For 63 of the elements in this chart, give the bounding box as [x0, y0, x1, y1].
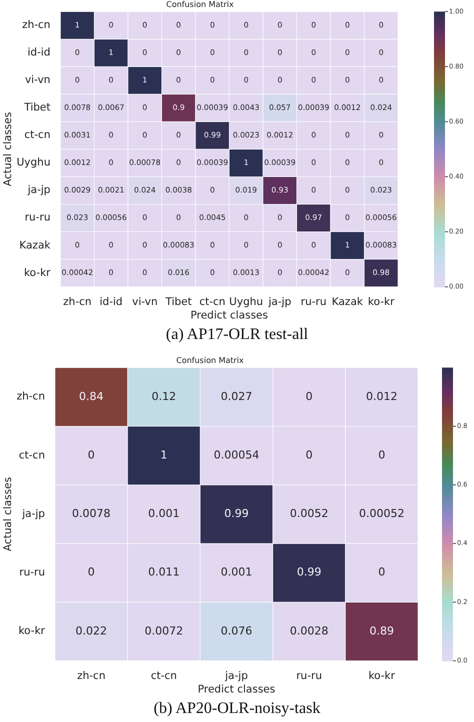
y-tick-label: ja-jp	[21, 508, 46, 520]
y-tick-label: ko-kr	[24, 266, 52, 279]
y-tick-label: ct-cn	[18, 449, 45, 462]
x-tick-label: ru-ru	[300, 296, 326, 308]
data-label: 0.022	[76, 624, 108, 638]
data-label: 0.00052	[358, 507, 404, 520]
data-label: 0.012	[366, 390, 398, 403]
data-label: 0.011	[148, 566, 180, 579]
y-tick-label: id-id	[28, 46, 50, 59]
x-axis-title: Predict classes	[198, 683, 276, 696]
data-label: 0.0072	[144, 624, 184, 638]
x-tick-label: ko-kr	[368, 296, 396, 308]
chart-title: Confusion Matrix	[176, 356, 244, 365]
data-label: 0	[306, 448, 313, 462]
y-tick-label: ja-jp	[26, 184, 51, 196]
x-tick-label: Tibet	[164, 296, 192, 308]
x-tick-label: vi-vn	[132, 296, 158, 308]
data-label: 0.0078	[72, 507, 111, 520]
data-label: 0.00054	[214, 448, 260, 462]
text: (b) AP20-OLR-noisy-task	[152, 699, 322, 719]
text: (a) AP17-OLR test-all	[164, 325, 310, 345]
x-tick-label: zh-cn	[63, 296, 92, 308]
y-tick-label: ru-ru	[19, 566, 45, 579]
y-tick-label: zh-cn	[16, 390, 45, 403]
data-label: 0	[88, 566, 95, 579]
y-axis-title: Actual classes	[2, 477, 14, 552]
data-label: 1	[160, 448, 168, 462]
chart-title: Confusion Matrix	[166, 0, 234, 9]
x-tick-label: ct-cn	[199, 296, 226, 308]
data-label: 0.027	[220, 390, 252, 403]
data-label: 0.89	[369, 624, 394, 638]
data-label: 0.076	[220, 624, 252, 638]
data-label: 0	[378, 566, 386, 579]
data-label: 0.0028	[290, 624, 328, 638]
y-axis-title: Actual classes	[2, 112, 14, 186]
data-label: 0	[306, 390, 313, 403]
y-tick-label: ct-cn	[24, 129, 50, 142]
y-tick-label: Uyghu	[16, 156, 50, 169]
x-tick-label: Kazak	[332, 296, 364, 308]
data-label: 0	[378, 448, 386, 462]
data-label: 0.99	[224, 507, 249, 520]
y-tick-label: vi-vn	[24, 74, 50, 86]
x-tick-label: ja-jp	[224, 670, 248, 682]
x-axis-title: Predict classes	[190, 309, 268, 322]
y-tick-label: ru-ru	[24, 212, 50, 224]
y-tick-label: ko-kr	[18, 625, 46, 638]
x-tick-label: zh-cn	[77, 670, 106, 682]
x-tick-label: ct-cn	[150, 670, 177, 682]
x-tick-label: ko-kr	[368, 670, 396, 682]
data-label: 0.001	[148, 507, 180, 520]
data-label: 0	[88, 448, 95, 462]
y-tick-label: Tibet	[23, 102, 50, 114]
y-tick-label: Kazak	[19, 239, 52, 252]
x-tick-label: ja-jp	[268, 296, 292, 308]
data-label: 0.001	[220, 566, 252, 579]
data-label: 0.84	[79, 390, 104, 403]
x-tick-label: id-id	[100, 296, 123, 308]
y-tick-label: zh-cn	[22, 19, 50, 32]
data-label: 0.99	[296, 566, 322, 579]
data-label: 0.0052	[290, 507, 328, 520]
x-tick-label: ru-ru	[296, 670, 322, 682]
data-label: 0.12	[152, 390, 176, 403]
x-tick-label: Uyghu	[229, 296, 264, 308]
